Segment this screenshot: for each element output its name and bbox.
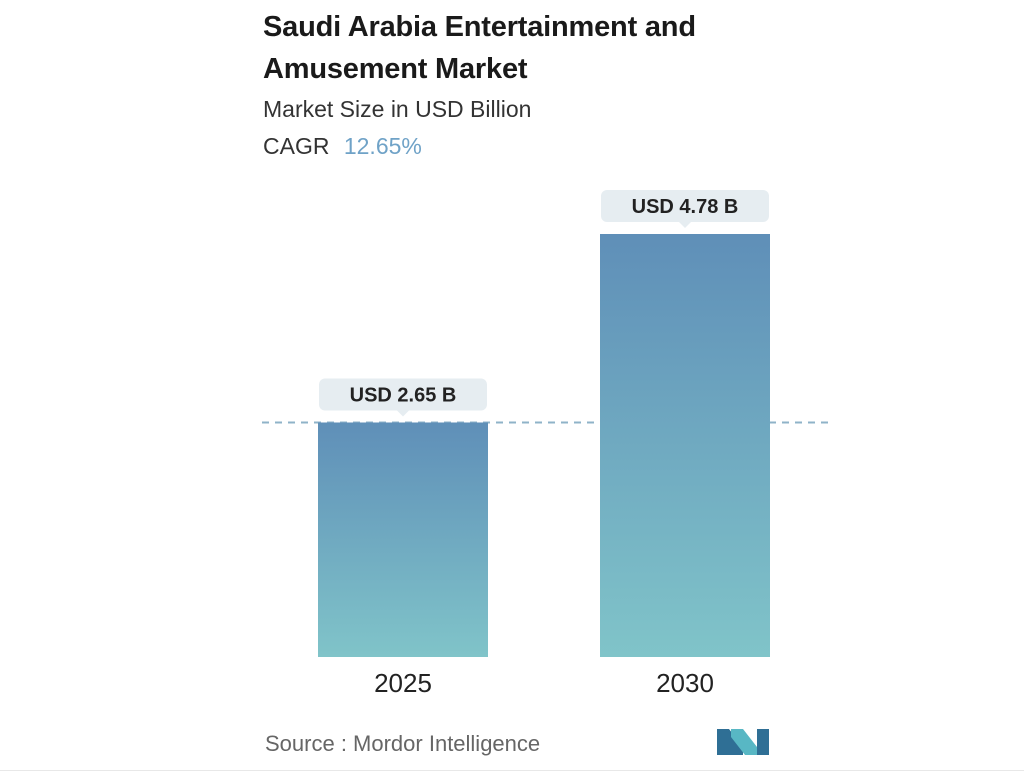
value-label-pointer [679, 222, 691, 228]
mordor-intelligence-logo-icon [717, 729, 769, 755]
value-label-2030: USD 4.78 B [601, 190, 769, 228]
chart-subtitle: Market Size in USD Billion [263, 96, 532, 122]
value-label-bubble [319, 378, 487, 411]
cagr-line: CAGR 12.65% [263, 131, 422, 161]
chart-title: Saudi Arabia Entertainment and Amusement… [263, 11, 696, 85]
bar-2030 [600, 234, 770, 657]
value-label-pointer [397, 410, 409, 417]
source-caption: Source : Mordor Intelligence [265, 731, 541, 756]
cagr-value: 12.65% [343, 133, 422, 159]
value-label-2025: USD 2.65 B [319, 378, 487, 417]
x-tick-label-2025: 2025 [374, 668, 432, 698]
bottom-divider [0, 770, 1024, 771]
x-tick-label-2030: 2030 [656, 668, 714, 698]
value-label-text: USD 2.65 B [350, 384, 457, 406]
bar-chart: USD 2.65 B 2025 USD 4.78 B 2030 [262, 190, 832, 698]
value-label-text: USD 4.78 B [632, 196, 739, 218]
cagr-label: CAGR [263, 133, 330, 159]
bar-2025 [318, 422, 488, 657]
value-label-bubble [601, 190, 769, 222]
